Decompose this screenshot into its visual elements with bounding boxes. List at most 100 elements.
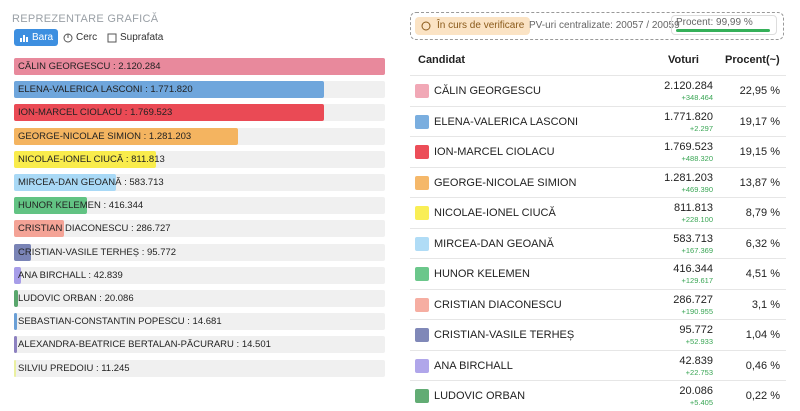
- candidate: ION-MARCEL CIOLACU: [434, 146, 555, 158]
- candidate: CRISTIAN DIACONESCU: [434, 298, 562, 311]
- icon: [421, 21, 431, 31]
- table-row: CĂLIN GEORGESCU 2.120.284 +348.464 22,95 %: [410, 75, 786, 106]
- bar-label: ION-MARCEL CIOLACU : 1.769.523: [18, 107, 173, 119]
- bar-label: ELENA-VALERICA LASCONI : 1.771.820: [18, 84, 193, 96]
- tab-label: Bara: [32, 32, 54, 43]
- votes-delta: +488.320: [681, 154, 714, 163]
- bar: [14, 81, 325, 99]
- percent: 19,17 %: [739, 115, 780, 128]
- pv-count: PV-uri centralizate: 20057 / 20059: [529, 20, 680, 31]
- bar-track: MIRCEA-DAN GEOANĂ : 583.713: [14, 174, 385, 191]
- table-row: MIRCEA-DAN GEOANĂ 583.713 +167.369 6,32 %: [410, 227, 786, 259]
- bar: [14, 58, 385, 75]
- tab-pie[interactable]: Cerc: [58, 29, 102, 46]
- bar-label: ALEXANDRA-BEATRICE BERTALAN-PĂCURARU : 1…: [18, 339, 271, 351]
- table-row: LUDOVIC ORBAN 20.086 +5.405 0,22 %: [410, 380, 786, 411]
- bar-track: ION-MARCEL CIOLACU : 1.769.523: [14, 104, 385, 122]
- color-swatch: [415, 328, 429, 342]
- candidate: NICOLAE-IONEL CIUCĂ: [434, 207, 556, 219]
- votes: 416.344: [673, 263, 713, 275]
- icon: [20, 34, 28, 42]
- bar: [14, 313, 17, 331]
- table-row: NICOLAE-IONEL CIUCĂ 811.813 +228.100 8,79 %: [410, 197, 786, 228]
- candidate: ANA BIRCHALL: [434, 359, 513, 372]
- percent: 1,04 %: [745, 329, 780, 341]
- votes-delta: +52.933: [685, 337, 713, 346]
- votes: 1.769.523: [664, 141, 713, 153]
- percent-box: Procent: 99,99 %: [671, 15, 777, 35]
- tab-area[interactable]: Suprafata: [102, 29, 168, 46]
- color-swatch: [415, 236, 429, 251]
- votes: 42.839: [679, 354, 713, 367]
- bar: [14, 290, 18, 307]
- bar-track: SILVIU PREDOIU : 11.245: [14, 359, 385, 377]
- votes-delta: +167.369: [681, 245, 714, 255]
- color-swatch: [415, 297, 429, 312]
- tab-bar[interactable]: Bara: [14, 29, 59, 46]
- bar: [14, 150, 157, 168]
- bar-track: CĂLIN GEORGESCU : 2.120.284: [14, 58, 385, 75]
- votes-delta: +190.955: [681, 306, 714, 316]
- votes-delta: +5.405: [689, 398, 713, 407]
- bar: [14, 266, 22, 284]
- bar-track: ANA BIRCHALL : 42.839: [14, 266, 385, 284]
- bar: [14, 336, 17, 354]
- votes-delta: +22.753: [685, 367, 713, 377]
- bar-label: CRISTIAN DIACONESCU : 286.727: [18, 223, 171, 235]
- candidate: HUNOR KELEMEN: [434, 268, 530, 280]
- percent: 6,32 %: [745, 237, 780, 250]
- votes: 95.772: [679, 324, 713, 336]
- color-swatch: [415, 358, 429, 373]
- candidate: GEORGE-NICOLAE SIMION: [434, 176, 577, 189]
- candidate: ELENA-VALERICA LASCONI: [434, 115, 579, 128]
- table-row: GEORGE-NICOLAE SIMION 1.281.203 +469.390 13…: [410, 166, 786, 198]
- bar: [14, 243, 31, 261]
- progress-bar: [676, 29, 770, 32]
- votes: 1.771.820: [664, 110, 713, 123]
- bar-label: ANA BIRCHALL : 42.839: [18, 269, 123, 281]
- percent: 13,87 %: [739, 176, 780, 189]
- status-pill: În curs de verificare: [415, 17, 531, 35]
- percent: 8,79 %: [745, 207, 780, 219]
- bar-track: LUDOVIC ORBAN : 20.086: [14, 290, 385, 307]
- votes-delta: +2.297: [689, 123, 713, 133]
- bar: [14, 174, 117, 191]
- percent: 22,95 %: [739, 85, 780, 97]
- bar-label: CĂLIN GEORGESCU : 2.120.284: [18, 61, 161, 72]
- status-box: În curs de verificare PV-uri centralizat…: [410, 12, 784, 40]
- table-row: ANA BIRCHALL 42.839 +22.753 0,46 %: [410, 349, 786, 381]
- percent-label: Procent: 99,99 %: [676, 17, 753, 28]
- votes-delta: +228.100: [681, 215, 714, 224]
- percent: 3,1 %: [751, 298, 780, 311]
- votes: 1.281.203: [664, 171, 713, 184]
- bar-label: HUNOR KELEMEN : 416.344: [18, 200, 144, 212]
- percent: 0,22 %: [745, 390, 780, 402]
- icon: [107, 33, 117, 42]
- tab-label: Cerc: [76, 32, 98, 43]
- votes: 286.727: [673, 293, 713, 306]
- bar-label: LUDOVIC ORBAN : 20.086: [18, 293, 134, 304]
- bar-track: CRISTIAN-VASILE TERHEȘ : 95.772: [14, 243, 385, 261]
- bar-label: MIRCEA-DAN GEOANĂ : 583.713: [18, 177, 164, 188]
- percent: 0,46 %: [745, 359, 780, 372]
- table-row: ELENA-VALERICA LASCONI 1.771.820 +2.297 19,…: [410, 105, 786, 137]
- bar-track: NICOLAE-IONEL CIUCĂ : 811.813: [14, 150, 385, 168]
- bar-label: NICOLAE-IONEL CIUCĂ : 811.813: [18, 153, 165, 165]
- bar-track: GEORGE-NICOLAE SIMION : 1.281.203: [14, 127, 385, 145]
- bar: [14, 127, 239, 145]
- table-row: CRISTIAN DIACONESCU 286.727 +190.955 3,1 %: [410, 288, 786, 320]
- bar-label: SEBASTIAN-CONSTANTIN POPESCU : 14.681: [18, 316, 222, 328]
- candidate: CRISTIAN-VASILE TERHEȘ: [434, 329, 575, 341]
- color-swatch: [415, 114, 429, 129]
- percent: 19,15 %: [739, 146, 780, 158]
- bar-label: GEORGE-NICOLAE SIMION : 1.281.203: [18, 130, 192, 142]
- table-row: HUNOR KELEMEN 416.344 +129.617 4,51 %: [410, 258, 786, 289]
- bar-track: HUNOR KELEMEN : 416.344: [14, 197, 385, 215]
- icon: [63, 33, 73, 42]
- bar: [14, 220, 65, 238]
- status-label: În curs de verificare: [437, 20, 525, 31]
- bar-track: ELENA-VALERICA LASCONI : 1.771.820: [14, 81, 385, 99]
- votes: 2.120.284: [664, 80, 713, 92]
- table-row: ION-MARCEL CIOLACU 1.769.523 +488.320 19,15…: [410, 136, 786, 167]
